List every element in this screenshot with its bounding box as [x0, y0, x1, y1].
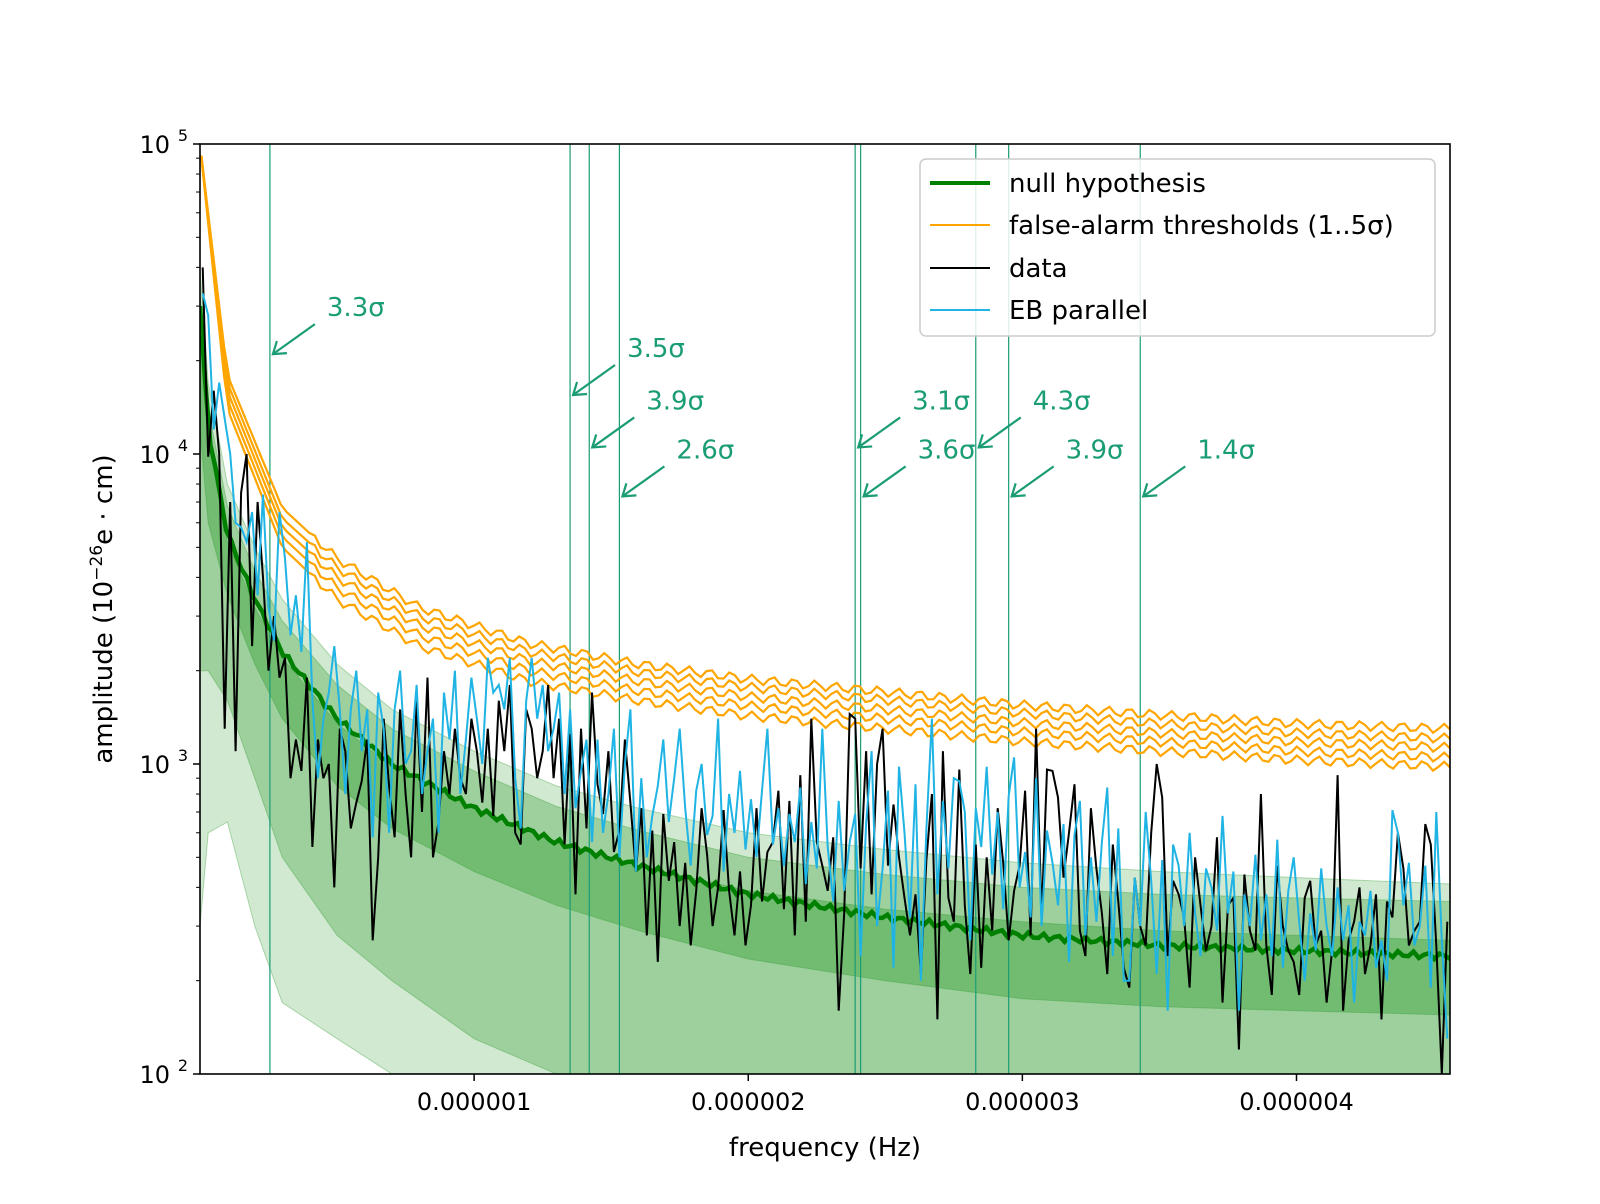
threshold-line-2	[200, 156, 1450, 763]
marker-arrowhead-3	[620, 483, 637, 498]
marker-label-6: 4.3σ	[1033, 386, 1091, 416]
y-tick-label-0: 10	[139, 1061, 170, 1089]
marker-labels: 3.3σ 3.5σ 3.9σ 2.6σ 3.1σ 3.6σ 4.3σ 3.9σ 1.4σ	[271, 293, 1255, 498]
x-axis-label: frequency (Hz)	[729, 1133, 921, 1163]
threshold-line-5	[200, 155, 1450, 735]
threshold-line-3	[200, 156, 1450, 754]
legend-label-threshold: false-alarm thresholds (1..5σ)	[1009, 211, 1394, 241]
marker-label-2: 3.9σ	[646, 386, 704, 416]
marker-arrow-8	[1142, 465, 1186, 498]
marker-arrow-6	[978, 416, 1022, 449]
y-tick-exp-3: 5	[178, 126, 188, 145]
legend-box	[919, 158, 1436, 337]
marker-arrowhead-2	[590, 434, 607, 449]
x-tick-label-2: 0.000003	[965, 1088, 1080, 1116]
x-tick-label-1: 0.000002	[691, 1088, 806, 1116]
data-line	[201, 267, 1449, 1074]
confidence-band-1	[200, 293, 1450, 1074]
x-tick-label-3: 0.000004	[1239, 1088, 1354, 1116]
marker-label-5: 3.6σ	[918, 435, 976, 465]
marker-arrowhead-6	[977, 434, 993, 449]
marker-arrowhead-8	[1141, 483, 1158, 498]
marker-arrowhead-5	[862, 483, 878, 498]
data-series	[201, 267, 1449, 1074]
y-axis-label-tail: e · cm)	[89, 454, 119, 545]
y-tick-label-2: 10	[139, 441, 170, 469]
plot-frame	[199, 143, 1451, 1075]
marker-label-8: 1.4σ	[1197, 435, 1255, 465]
marker-arrow-1	[572, 364, 616, 396]
marker-label-4: 3.1σ	[912, 386, 970, 416]
marker-label-7: 3.9σ	[1066, 435, 1124, 465]
legend-label-null: null hypothesis	[1009, 169, 1206, 199]
x-tick-label-0: 0.000001	[417, 1088, 532, 1116]
eb-parallel-series	[201, 293, 1449, 1039]
legend: null hypothesis false-alarm thresholds (…	[919, 158, 1436, 337]
eb-parallel-line	[201, 293, 1449, 1039]
false-alarm-thresholds	[200, 155, 1450, 773]
marker-arrowhead-1	[571, 381, 588, 397]
y-tick-label-3: 10	[139, 131, 170, 159]
marker-arrowhead-7	[1010, 483, 1026, 498]
marker-arrow-7	[1011, 465, 1055, 498]
y-axis-label: amplitude (10−26e · cm)	[87, 454, 119, 763]
marker-arrow-2	[591, 416, 635, 449]
legend-label-data: data	[1009, 254, 1068, 284]
y-axis-label-main: amplitude (10	[89, 581, 119, 764]
y-tick-exp-1: 3	[178, 746, 188, 765]
marker-arrow-0	[272, 323, 316, 356]
marker-label-3: 2.6σ	[676, 435, 734, 465]
marker-arrowhead-4	[856, 434, 873, 449]
marker-arrowhead-0	[271, 340, 287, 356]
marker-arrow-4	[857, 416, 901, 449]
y-tick-exp-0: 2	[178, 1056, 188, 1075]
confidence-band-2	[200, 320, 1450, 1016]
y-tick-exp-2: 4	[178, 436, 188, 455]
marker-arrow-3	[621, 465, 666, 498]
threshold-line-4	[200, 155, 1450, 744]
axes: 0.000001 0.000002 0.000003 0.000004 10 2 10 3 10…	[139, 126, 1353, 1116]
marker-arrow-5	[862, 465, 907, 498]
legend-label-eb: EB parallel	[1009, 296, 1148, 326]
y-axis-label-exp: −26	[87, 545, 107, 581]
threshold-line-1	[200, 157, 1450, 773]
y-tick-label-1: 10	[139, 751, 170, 779]
marker-label-1: 3.5σ	[627, 334, 685, 364]
marker-label-0: 3.3σ	[327, 293, 385, 323]
